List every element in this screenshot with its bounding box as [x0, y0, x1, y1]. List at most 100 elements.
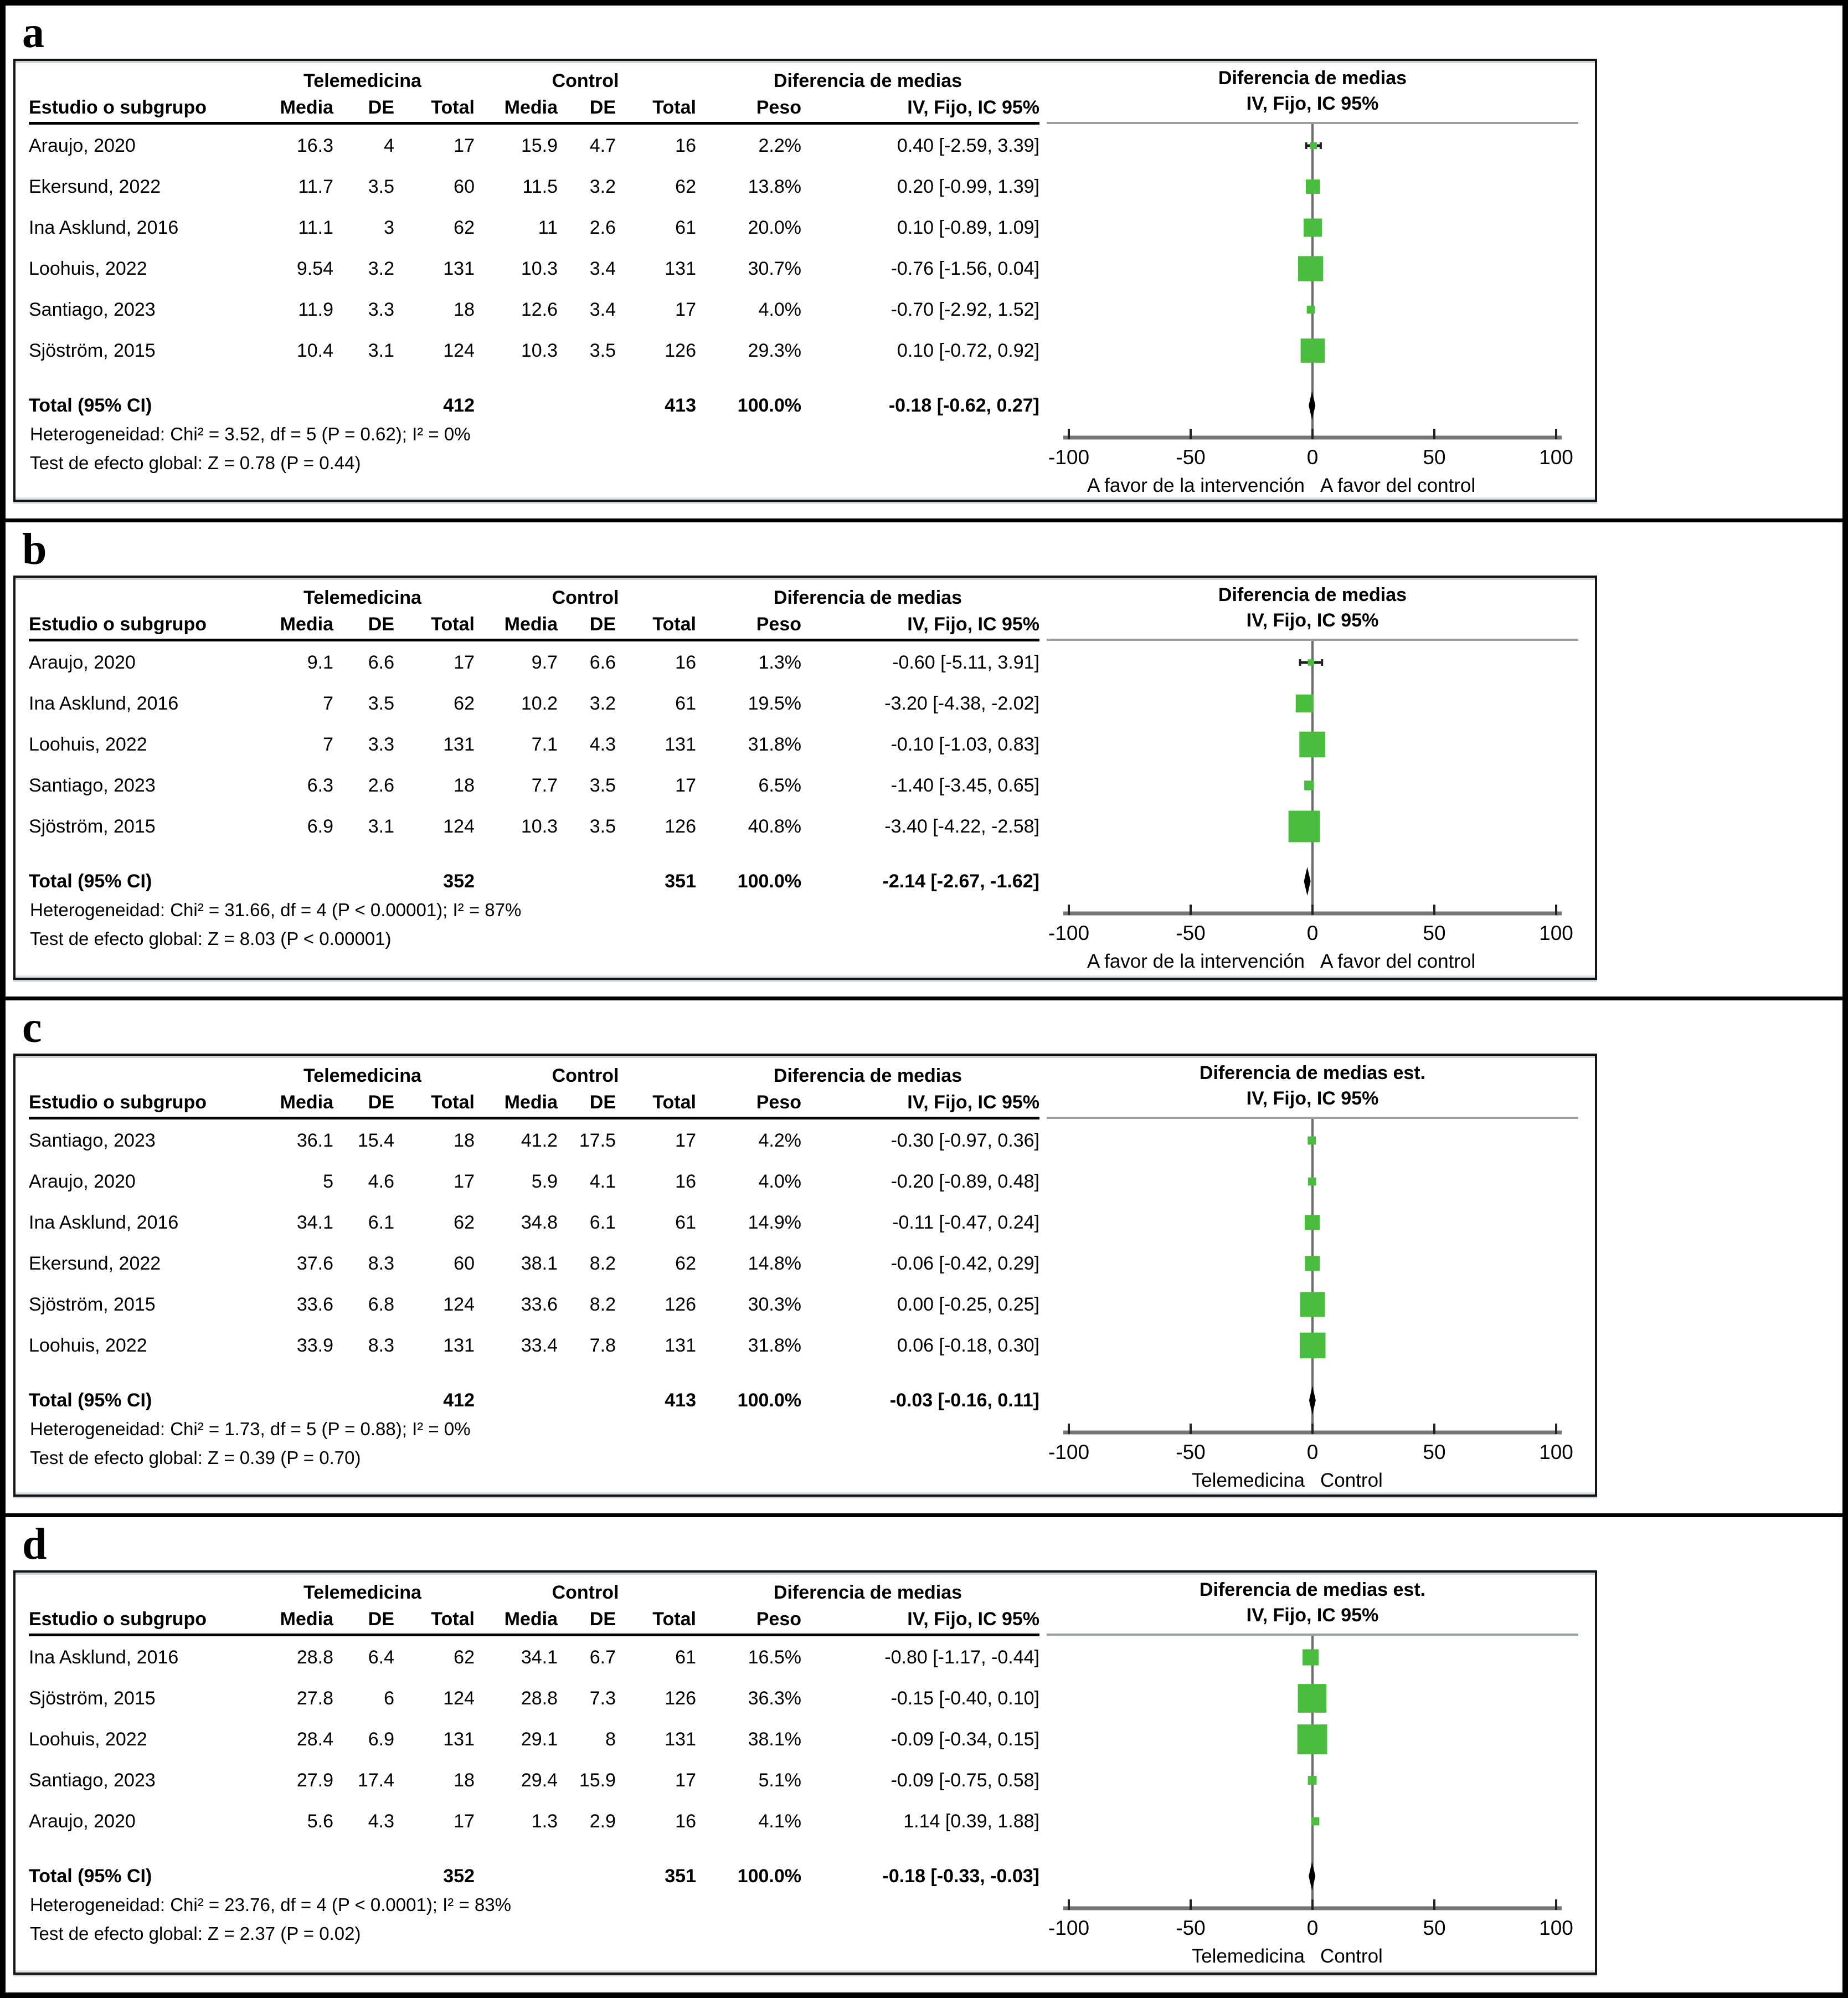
- table-cell: 16: [675, 135, 696, 156]
- col-header-media: Media: [504, 1092, 558, 1113]
- group-header-diff: Diferencia de medias: [773, 1065, 962, 1086]
- effect-marker: [1305, 179, 1320, 194]
- table-cell: 4.3: [589, 734, 616, 755]
- axis-tick-label: 0: [1307, 922, 1319, 944]
- table-cell: 14.9%: [748, 1212, 801, 1233]
- total-weight: 100.0%: [737, 1390, 801, 1411]
- table-cell: 7.8: [589, 1335, 616, 1356]
- table-cell: -0.60 [-5.11, 3.91]: [892, 652, 1039, 673]
- col-header-de: DE: [589, 614, 616, 635]
- study-name: Sjöström, 2015: [29, 1294, 156, 1315]
- total-ci: -0.18 [-0.62, 0.27]: [888, 395, 1039, 416]
- table-cell: 4.0%: [758, 299, 802, 320]
- effect-marker: [1288, 810, 1320, 843]
- table-cell: 16.3: [296, 135, 333, 156]
- table-cell: 0.20 [-0.99, 1.39]: [897, 176, 1039, 197]
- plot-subtitle: IV, Fijo, IC 95%: [1246, 1088, 1379, 1109]
- study-name: Ina Asklund, 2016: [29, 693, 179, 714]
- table-cell: 10.3: [521, 340, 558, 361]
- table-cell: 8.2: [589, 1294, 616, 1315]
- table-cell: 4.6: [368, 1171, 394, 1192]
- spacer: [29, 1580, 250, 1606]
- table-cell: 7: [323, 693, 333, 714]
- axis-right-label: Control: [1320, 1945, 1383, 1967]
- table-cell: 6.9: [368, 1729, 394, 1750]
- forest-plot-area: Diferencia de medias IV, Fijo, IC 95% -1…: [1047, 578, 1578, 978]
- table-cell: 7.1: [531, 734, 558, 755]
- table-cell: 1.3%: [758, 652, 802, 673]
- col-header-media: Media: [504, 614, 558, 635]
- col-header-peso: Peso: [756, 1609, 801, 1630]
- table-cell: 13.8%: [748, 176, 801, 197]
- spacer: [29, 69, 250, 94]
- table-cell: 5.1%: [758, 1770, 802, 1791]
- effect-marker: [1304, 780, 1314, 790]
- effect-marker: [1298, 256, 1324, 281]
- total-label: Total (95% CI): [29, 395, 152, 416]
- table-cell: -0.15 [-0.40, 0.10]: [890, 1688, 1039, 1709]
- table-cell: 8.3: [368, 1253, 394, 1274]
- table-cell: 33.6: [521, 1294, 558, 1315]
- table-cell: 4.2%: [758, 1130, 802, 1151]
- total-row: Total (95% CI) 412 413 100.0% -0.03 [-0.…: [29, 1386, 1039, 1415]
- table-cell: 33.4: [521, 1335, 558, 1356]
- table-cell: 4.7: [589, 135, 616, 156]
- table-cell: 131: [665, 1729, 696, 1750]
- table-cell: 6.7: [589, 1647, 616, 1668]
- table-cell: 6.3: [307, 775, 333, 796]
- heterogeneity-text: Heterogeneidad: Chi² = 31.66, df = 4 (P …: [30, 900, 522, 920]
- col-header-media: Media: [280, 97, 333, 118]
- table-cell: 62: [454, 693, 475, 714]
- col-header-study: Estudio o subgrupo: [29, 1609, 207, 1630]
- study-name: Araujo, 2020: [29, 1171, 136, 1192]
- table-cell: 9.54: [296, 258, 333, 279]
- total-row: Total (95% CI) 412 413 100.0% -0.18 [-0.…: [29, 391, 1039, 420]
- col-header-de: DE: [368, 97, 394, 118]
- forest-plot-area: Diferencia de medias IV, Fijo, IC 95% -1…: [1047, 61, 1578, 500]
- table-cell: 131: [665, 258, 696, 279]
- table-cell: 10.4: [296, 340, 333, 361]
- table-cell: 4: [384, 135, 394, 156]
- table-cell: 30.7%: [748, 258, 801, 279]
- axis-right-label: A favor del control: [1320, 475, 1475, 496]
- table-cell: 2.6: [368, 775, 394, 796]
- axis-tick-label: 0: [1307, 446, 1319, 469]
- table-cell: 31.8%: [748, 734, 801, 755]
- col-header-de: DE: [589, 97, 616, 118]
- effect-marker: [1308, 1177, 1316, 1186]
- plot-subtitle: IV, Fijo, IC 95%: [1246, 610, 1379, 631]
- table-cell: 17: [675, 775, 696, 796]
- total-n-control: 351: [665, 871, 696, 892]
- column-header-row: Estudio o subgrupo Media DE Total Media …: [29, 1089, 1039, 1117]
- forest-plot-svg: -100 -50 0 50 100 Telemedicina Control: [1047, 1117, 1578, 1491]
- axis-tick-label: -100: [1048, 1441, 1089, 1463]
- axis-tick-label: 100: [1539, 1441, 1573, 1463]
- table-cell: 124: [443, 1294, 475, 1315]
- total-n-telemedicina: 412: [443, 1390, 475, 1411]
- col-header-total: Total: [431, 1609, 475, 1630]
- col-header-total: Total: [652, 1609, 696, 1630]
- header-rule: [29, 1634, 1039, 1637]
- col-header-total: Total: [652, 614, 696, 635]
- col-header-peso: Peso: [756, 1092, 801, 1113]
- table-cell: 34.1: [296, 1212, 333, 1233]
- spacer: [29, 1064, 250, 1089]
- table-cell: 2.2%: [758, 135, 802, 156]
- table-cell: 28.8: [296, 1647, 333, 1668]
- axis-tick-label: 0: [1307, 1917, 1319, 1939]
- group-header-control: Control: [552, 1582, 619, 1603]
- table-cell: 30.3%: [748, 1294, 801, 1315]
- table-cell: 4.1%: [758, 1811, 802, 1832]
- table-cell: 11.7: [298, 176, 333, 197]
- forest-plot-box: Telemedicina Control Diferencia de media…: [13, 576, 1597, 980]
- panel-letter-row: d: [6, 1517, 1842, 1570]
- table-cell: 6.4: [368, 1647, 394, 1668]
- table-cell: 18: [454, 775, 475, 796]
- table-rows: Araujo, 2020 9.1 6.6 17 9.7 6.6 16 1.3% -0.60 [-…: [29, 642, 1039, 847]
- table-cell: 12.6: [521, 299, 558, 320]
- table-cell: 7.7: [531, 775, 558, 796]
- effect-marker: [1302, 1649, 1319, 1666]
- table-cell: 40.8%: [748, 816, 801, 837]
- header-rule: [29, 122, 1039, 125]
- table-cell: 27.8: [296, 1688, 333, 1709]
